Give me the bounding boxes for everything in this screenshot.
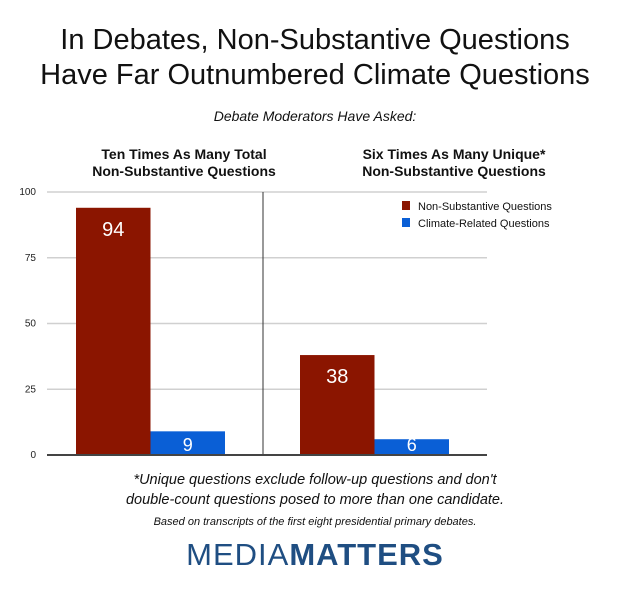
- footnote: *Unique questions exclude follow-up ques…: [0, 470, 630, 510]
- bar-non-substantive-2: [300, 355, 375, 455]
- chart-title-line-1: In Debates, Non-Substantive Questions: [60, 24, 570, 56]
- source-note: Based on transcripts of the first eight …: [153, 516, 477, 528]
- chart-title-line-2: Have Far Outnumbered Climate Questions: [40, 59, 590, 91]
- y-tick-label: 25: [25, 384, 37, 395]
- footnote-line-1: *Unique questions exclude follow-up ques…: [133, 472, 497, 488]
- group-heading-2: Six Times As Many Unique* Non-Substantiv…: [324, 146, 584, 180]
- group-heading-1-line-2: Non-Substantive Questions: [92, 163, 276, 179]
- bar-climate-2: [374, 439, 449, 455]
- y-tick-label: 100: [19, 187, 36, 198]
- group-heading-2-line-1: Six Times As Many Unique*: [362, 146, 546, 162]
- data-label: 38: [326, 366, 348, 388]
- data-label: 94: [102, 219, 124, 241]
- data-label: 6: [407, 435, 417, 455]
- logo-bold: MATTERS: [289, 537, 444, 572]
- y-tick-label: 50: [25, 319, 37, 330]
- bar-non-substantive-1: [76, 207, 151, 455]
- y-tick-label: 0: [30, 450, 36, 461]
- legend-swatch-2: [402, 218, 410, 227]
- bar-climate-1: [150, 431, 225, 455]
- group-heading-2-line-2: Non-Substantive Questions: [362, 163, 546, 179]
- legend-label-2: Climate-Related Questions: [418, 218, 550, 230]
- logo-light: MEDIA: [186, 537, 290, 572]
- data-label: 9: [183, 435, 193, 455]
- legend-label-1: Non-Substantive Questions: [418, 201, 552, 213]
- y-tick-label: 75: [25, 253, 37, 264]
- group-heading-1-line-1: Ten Times As Many Total: [101, 146, 267, 162]
- media-matters-logo: MEDIAMATTERS: [0, 537, 630, 573]
- chart-subtitle: Debate Moderators Have Asked:: [213, 108, 417, 124]
- legend-swatch-1: [402, 201, 410, 210]
- group-heading-1: Ten Times As Many Total Non-Substantive …: [54, 146, 314, 180]
- footnote-line-2: double-count questions posed to more tha…: [125, 492, 505, 508]
